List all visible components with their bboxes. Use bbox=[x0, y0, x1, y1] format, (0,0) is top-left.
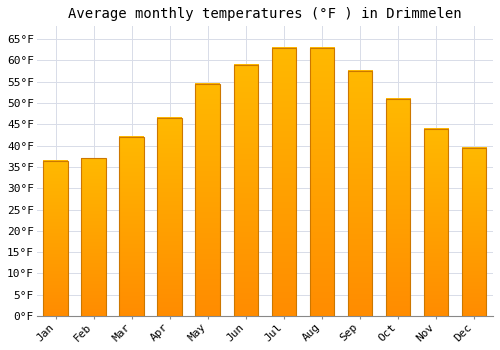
Bar bbox=[462, 148, 486, 316]
Bar bbox=[310, 48, 334, 316]
Bar bbox=[196, 84, 220, 316]
Bar bbox=[120, 137, 144, 316]
Bar bbox=[424, 128, 448, 316]
Bar bbox=[234, 65, 258, 316]
Bar bbox=[272, 48, 296, 316]
Bar bbox=[348, 71, 372, 316]
Bar bbox=[44, 161, 68, 316]
Title: Average monthly temperatures (°F ) in Drimmelen: Average monthly temperatures (°F ) in Dr… bbox=[68, 7, 462, 21]
Bar bbox=[158, 118, 182, 316]
Bar bbox=[82, 159, 106, 316]
Bar bbox=[386, 99, 410, 316]
